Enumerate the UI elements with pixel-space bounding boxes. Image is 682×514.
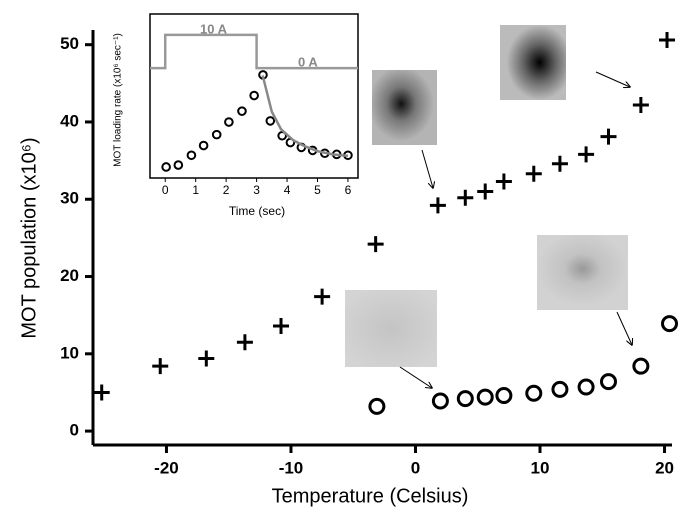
circle-marker	[368, 397, 386, 415]
plus-marker	[236, 334, 253, 351]
circle-marker	[173, 160, 184, 170]
y-tick-label: 20	[60, 266, 79, 285]
annotation: 10 A	[200, 21, 228, 36]
y-tick-label: 10	[60, 343, 79, 362]
line	[261, 75, 349, 158]
x-tick-label: 0	[411, 458, 420, 477]
plus-marker	[273, 317, 290, 334]
x-tick-label: -20	[154, 458, 179, 477]
x-tick-label: 6	[345, 183, 352, 197]
circle-marker	[277, 130, 287, 141]
plus-marker	[314, 288, 331, 305]
circle-marker	[456, 390, 474, 408]
circle-marker	[577, 378, 595, 396]
plus-marker	[525, 165, 542, 182]
x-tick-label: 10	[531, 458, 550, 477]
mot-image	[500, 25, 566, 100]
circle-marker	[599, 373, 617, 391]
x-tick-label: 1	[192, 183, 199, 197]
plus-marker	[578, 146, 595, 163]
arrow	[421, 149, 433, 188]
arrow	[399, 366, 432, 388]
line	[150, 33, 358, 70]
plus-marker	[152, 358, 169, 375]
circle-marker	[249, 90, 259, 101]
annotation: 0 A	[298, 54, 318, 69]
x-tick-label: -10	[279, 458, 304, 477]
x-tick-label: 2	[223, 183, 230, 197]
circle-marker	[224, 117, 234, 127]
circle-marker	[476, 388, 494, 406]
y-tick-label: 50	[60, 34, 79, 53]
plus-marker	[429, 197, 446, 214]
circle-marker	[198, 140, 209, 151]
arrow	[595, 71, 630, 87]
x-tick-label: 5	[314, 183, 321, 197]
circle-marker	[265, 116, 276, 126]
circle-marker	[551, 380, 569, 398]
plus-marker	[495, 173, 512, 190]
circle-marker	[495, 387, 513, 405]
mot-image	[537, 235, 628, 310]
y-tick-label: 30	[60, 189, 79, 208]
y-tick-label: 0	[70, 421, 79, 440]
plus-marker	[198, 350, 215, 367]
mot-image	[372, 70, 437, 145]
plus-marker	[93, 384, 110, 401]
circle-marker	[525, 384, 543, 402]
x-tick-label: 0	[162, 183, 169, 197]
circle-marker	[161, 162, 171, 172]
plus-marker	[600, 128, 617, 145]
arrow	[616, 311, 632, 345]
circle-marker	[661, 315, 679, 333]
plus-marker	[457, 189, 474, 206]
circle-marker	[431, 392, 449, 410]
inset-x-axis-label: Time (sec)	[229, 204, 285, 218]
circle-marker	[632, 357, 650, 375]
inset-y-axis-label: MOT loading rate (x10⁶ sec⁻¹)	[113, 33, 124, 167]
x-tick-label: 3	[253, 183, 260, 197]
x-tick-label: 4	[284, 183, 291, 197]
circle-marker	[186, 150, 197, 161]
x-tick-label: 20	[655, 458, 674, 477]
circle-marker	[211, 129, 222, 140]
y-tick-label: 40	[60, 111, 79, 130]
plus-marker	[367, 236, 384, 253]
plus-marker	[477, 183, 494, 200]
plus-marker	[551, 155, 568, 172]
mot-image	[345, 290, 437, 367]
x-axis-label: Temperature (Celsius)	[272, 485, 469, 507]
y-axis-label: MOT population (x10⁶)	[18, 137, 40, 338]
plus-marker	[659, 32, 676, 49]
circle-marker	[237, 106, 247, 116]
plus-marker	[632, 96, 649, 113]
